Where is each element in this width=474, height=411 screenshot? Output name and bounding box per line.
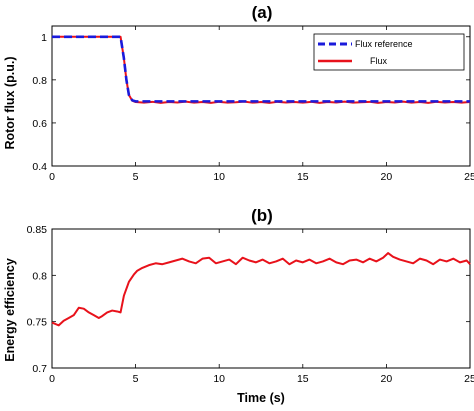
series-line-flux-reference xyxy=(52,35,470,103)
panel-a-ticks: 0 5 10 15 20 25 0.4 0.6 0.8 1 xyxy=(32,26,474,183)
panel-b: (b) Energy efficiency 0 5 10 15 20 250.70.750… xyxy=(3,206,474,405)
panel-a: (a) Rotor flux (p.u.) 0 5 10 15 20 25 0.4 0.6 0.… xyxy=(3,3,474,183)
panel-a-y-axis-label: Rotor flux (p.u.) xyxy=(3,56,17,149)
y-tick-label: 0.85 xyxy=(27,224,48,236)
panel-b-plot-area xyxy=(51,228,471,369)
y-tick-label: 0.4 xyxy=(32,161,47,173)
y-tick-label: 0.8 xyxy=(32,75,47,87)
x-tick-label: 20 xyxy=(381,171,393,183)
x-tick-label: 0 xyxy=(49,171,55,183)
panel-a-series xyxy=(52,35,471,104)
y-tick-label: 0.8 xyxy=(32,270,47,282)
y-tick-label: 0.7 xyxy=(32,363,47,375)
x-tick-label: 25 xyxy=(464,171,474,183)
panel-b-x-axis-label: Time (s) xyxy=(237,391,285,405)
series-line-energy-efficiency xyxy=(51,252,471,327)
x-tick-label: 10 xyxy=(213,373,225,385)
x-tick-label: 15 xyxy=(297,373,309,385)
legend-label-flux-reference: Flux reference xyxy=(355,39,413,49)
x-tick-label: 5 xyxy=(133,373,139,385)
legend-box xyxy=(313,33,465,71)
x-tick-label: 10 xyxy=(213,171,225,183)
panel-b-ticks: 0 5 10 15 20 25 0.7 0.75 0.8 0.85 xyxy=(27,224,474,385)
x-tick-label: 0 xyxy=(49,373,55,385)
panel-b-y-axis-label: Energy efficiency xyxy=(3,258,17,362)
panel-b-series xyxy=(51,252,471,327)
x-tick-label: 25 xyxy=(464,373,474,385)
x-tick-label: 20 xyxy=(381,373,393,385)
x-tick-label: 15 xyxy=(297,171,309,183)
legend: Flux reference Flux xyxy=(313,33,465,71)
panel-a-title: (a) xyxy=(252,3,273,22)
legend-label-flux: Flux xyxy=(370,56,388,66)
y-tick-label: 0.6 xyxy=(32,118,47,130)
x-tick-label: 5 xyxy=(133,171,139,183)
y-tick-label: 0.75 xyxy=(27,317,48,329)
panel-b-title: (b) xyxy=(251,206,273,225)
y-tick-label: 1 xyxy=(41,32,47,44)
